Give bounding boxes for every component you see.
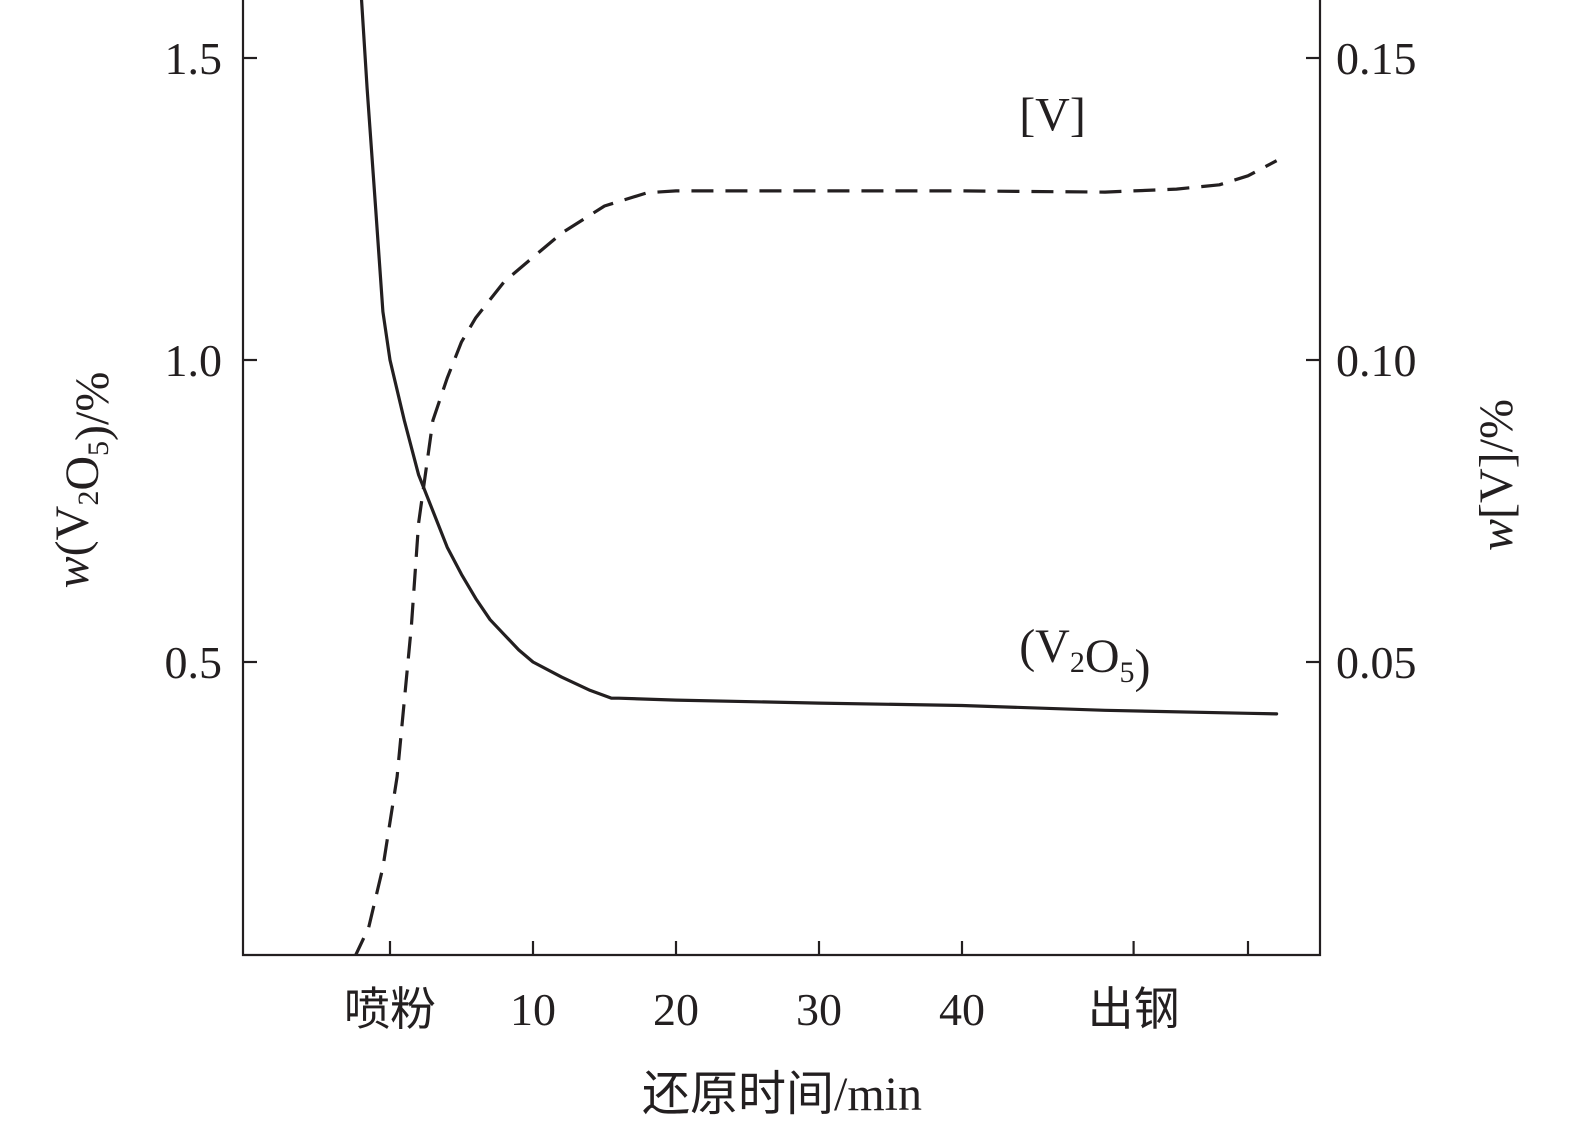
x-tick-label-0: 喷粉	[344, 984, 436, 1035]
y-left-tick-label-1: 1.0	[165, 335, 223, 386]
axes-layer: 喷粉 10 20 30 40 出钢 0.5 1.0 1.5 0.05 0.10 0.15	[165, 0, 1417, 1035]
annotation-v_label: [V]	[1019, 88, 1086, 141]
x-tick-label-2: 20	[653, 984, 699, 1035]
x-tick-label-4: 40	[939, 984, 985, 1035]
plot-frame	[241, 0, 1322, 957]
y-left-axis-title: w(V2O5)/%	[46, 372, 119, 589]
y-left-tick-label-2: 1.5	[165, 33, 223, 84]
x-tick-label-1: 10	[510, 984, 556, 1035]
y-right-tick-label-2: 0.15	[1336, 33, 1417, 84]
labels-layer: 还原时间/min w(V2O5)/% w[V]/% [V] (V2O5)	[46, 88, 1523, 1121]
x-axis-title: 还原时间/min	[642, 1068, 922, 1121]
series-line-0	[359, 0, 1279, 716]
y-right-axis-title: w[V]/%	[1470, 399, 1523, 551]
y-left-tick-label-0: 0.5	[165, 637, 223, 688]
y-right-tick-label-0: 0.05	[1336, 637, 1417, 688]
x-tick-label-3: 30	[796, 984, 842, 1035]
series-layer	[354, 0, 1279, 954]
y-right-tick-label-1: 0.10	[1336, 335, 1417, 386]
x-tick-label-5: 出钢	[1088, 984, 1180, 1035]
series-line-1	[354, 159, 1278, 954]
annotation-v2o5_label: (V2O5)	[1019, 620, 1150, 693]
